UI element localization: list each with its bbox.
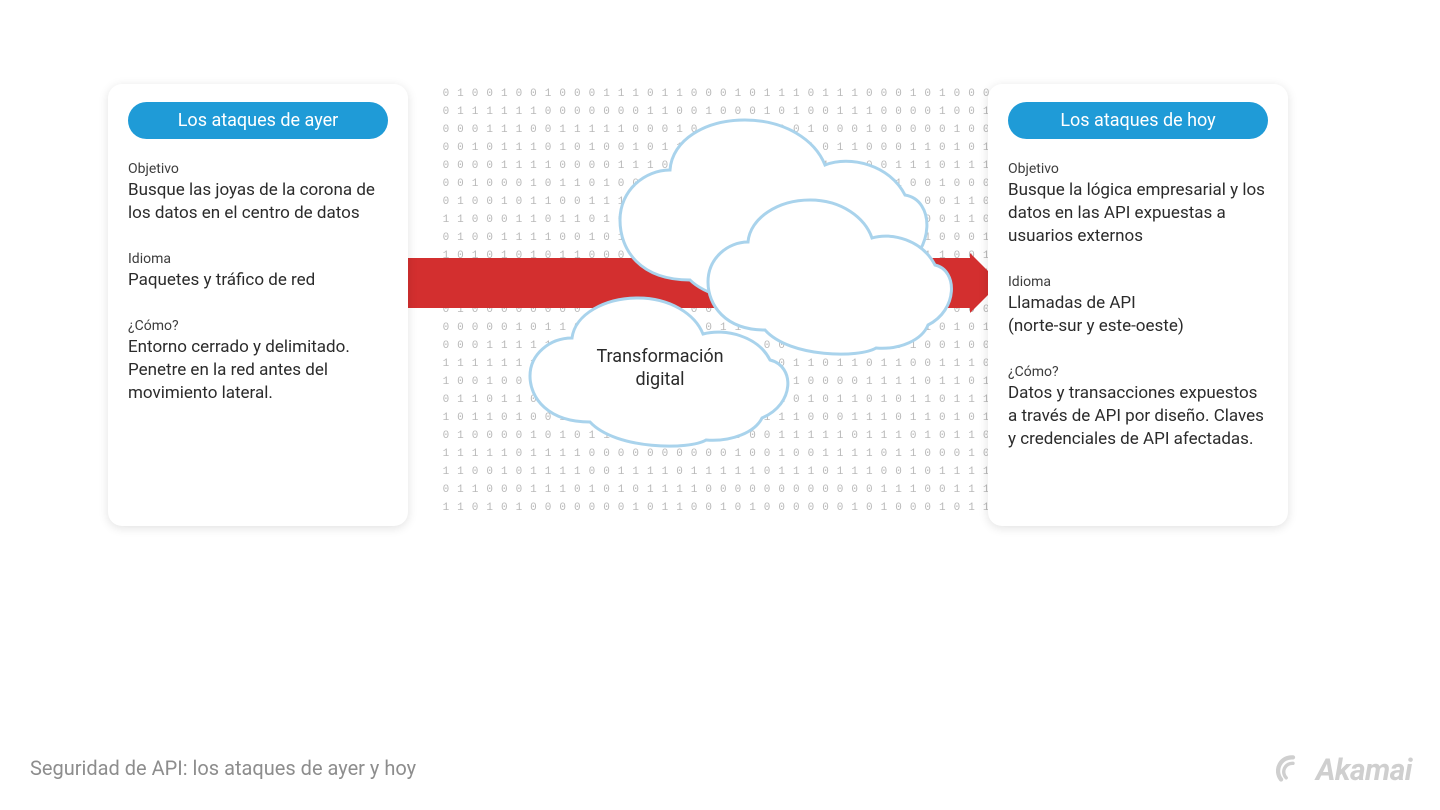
section-body: Llamadas de API (norte-sur y este-oeste) (1008, 292, 1268, 338)
footer-caption: Seguridad de API: los ataques de ayer y … (30, 756, 416, 780)
brand-logo: Akamai (1276, 753, 1412, 788)
logo-text: Akamai (1316, 753, 1412, 788)
section-label: Idioma (128, 251, 388, 267)
section-label: ¿Cómo? (1008, 364, 1268, 380)
cloud-label-line2: digital (635, 369, 684, 390)
section-body: Busque la lógica empresarial y los datos… (1008, 179, 1268, 248)
right-card-sections: Objetivo Busque la lógica empresarial y l… (1008, 161, 1268, 451)
diagram-root: 01001001000111011000101110111000101000 0… (0, 0, 1440, 810)
cloud-label-line1: Transformación (596, 346, 723, 367)
section-label: Objetivo (128, 161, 388, 177)
cloud-group: Transformación digital (490, 110, 960, 450)
section-body: Datos y transacciones expuestos a través… (1008, 382, 1268, 451)
card-section: Idioma Paquetes y tráfico de red (128, 251, 388, 292)
right-card: Los ataques de hoy Objetivo Busque la lóg… (988, 84, 1288, 526)
right-card-title: Los ataques de hoy (1008, 102, 1268, 139)
card-section: ¿Cómo? Entorno cerrado y delimitado. Pene… (128, 318, 388, 405)
logo-arc-icon (1276, 754, 1310, 788)
left-card-sections: Objetivo Busque las joyas de la corona de… (128, 161, 388, 405)
left-card-title: Los ataques de ayer (128, 102, 388, 139)
card-section: ¿Cómo? Datos y transacciones expuestos a … (1008, 364, 1268, 451)
card-section: Objetivo Busque la lógica empresarial y l… (1008, 161, 1268, 248)
cloud-label: Transformación digital (575, 345, 745, 392)
section-label: ¿Cómo? (128, 318, 388, 334)
section-body: Entorno cerrado y delimitado. Penetre en… (128, 336, 388, 405)
card-section: Idioma Llamadas de API (norte-sur y este-… (1008, 274, 1268, 338)
left-card: Los ataques de ayer Objetivo Busque las j… (108, 84, 408, 526)
card-section: Objetivo Busque las joyas de la corona de… (128, 161, 388, 225)
section-label: Idioma (1008, 274, 1268, 290)
section-body: Paquetes y tráfico de red (128, 269, 388, 292)
section-body: Busque las joyas de la corona de los dat… (128, 179, 388, 225)
section-label: Objetivo (1008, 161, 1268, 177)
